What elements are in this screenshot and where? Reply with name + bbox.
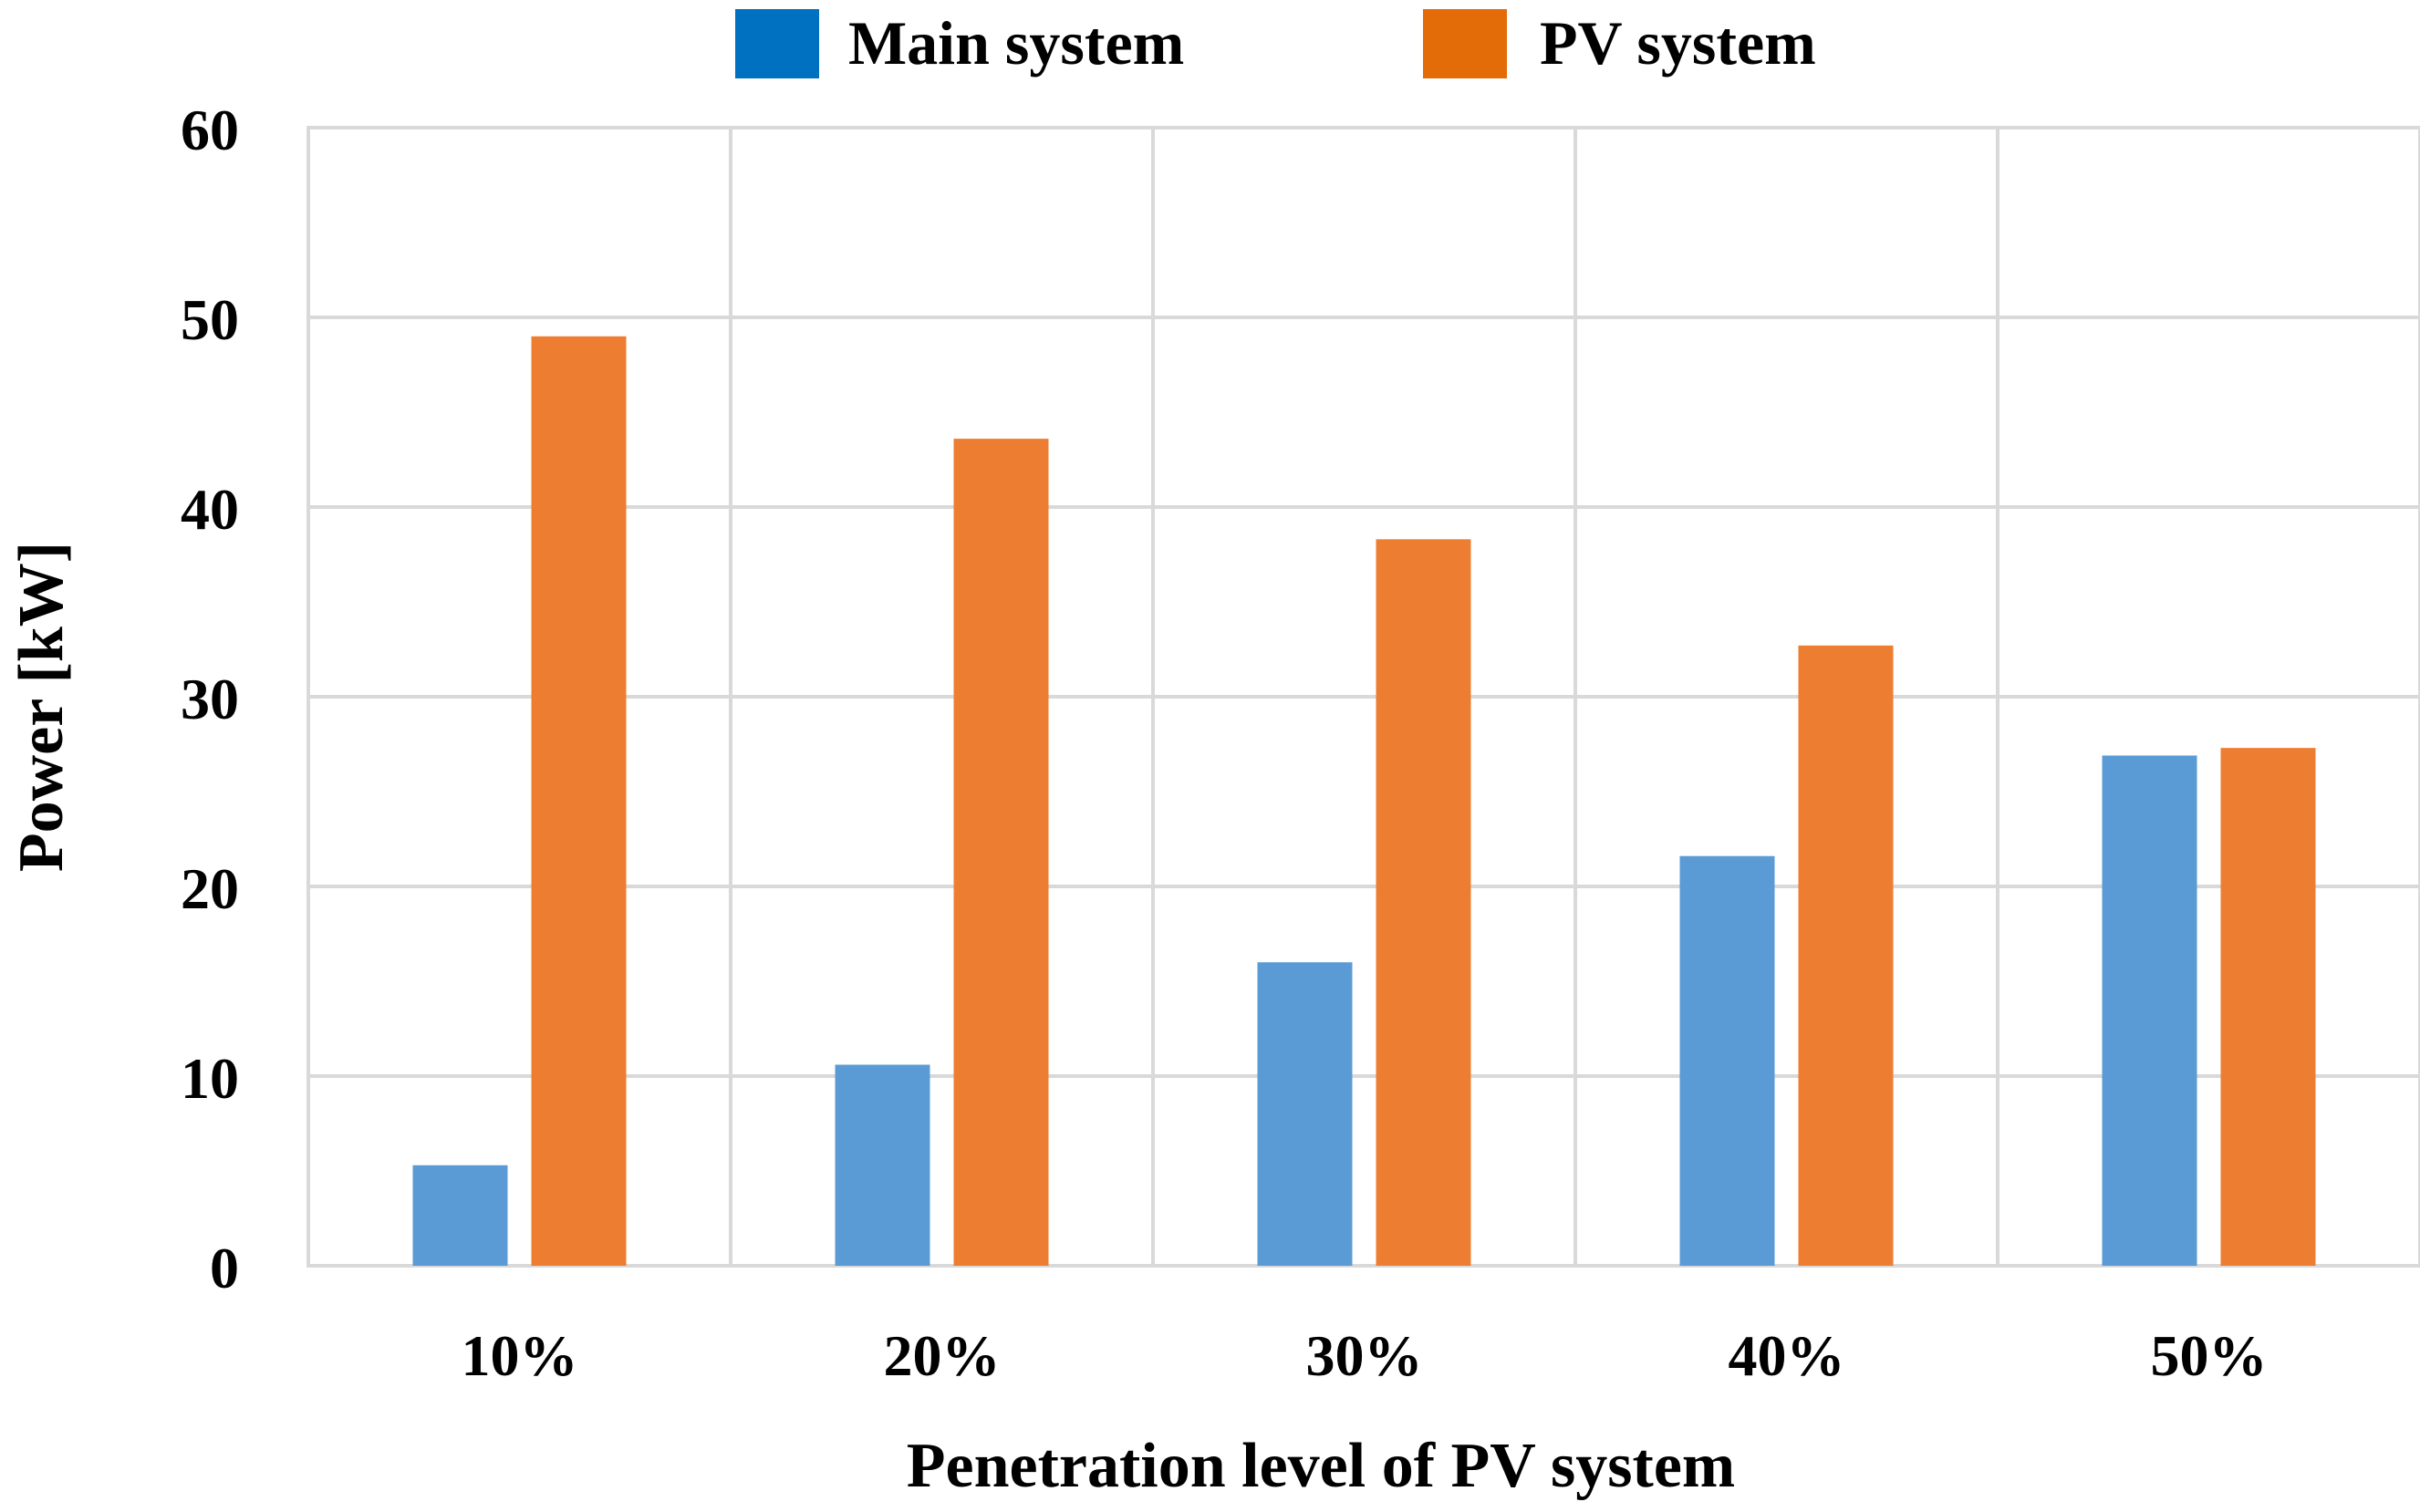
bar-pv-system-0	[531, 336, 627, 1266]
legend-swatch-main-system	[735, 9, 819, 78]
x-tick-label: 20%	[884, 1323, 1001, 1388]
x-tick-label: 30%	[1306, 1323, 1423, 1388]
legend-label-pv-system: PV system	[1540, 8, 1816, 78]
x-tick-label: 10%	[462, 1323, 578, 1388]
bar-pv-system-4	[2220, 748, 2316, 1266]
bar-main-system-2	[1257, 962, 1353, 1266]
x-tick-label: 50%	[2151, 1323, 2268, 1388]
bar-main-system-1	[835, 1064, 930, 1266]
y-tick-label: 40	[181, 477, 239, 542]
y-tick-label: 60	[181, 98, 239, 162]
bar-main-system-0	[412, 1165, 508, 1266]
bar-pv-system-3	[1798, 645, 1894, 1266]
y-tick-label: 0	[210, 1236, 239, 1300]
legend-label-main-system: Main system	[848, 8, 1184, 78]
y-tick-label: 20	[181, 856, 239, 921]
y-tick-label: 30	[181, 667, 239, 731]
x-axis-title: Penetration level of PV system	[907, 1431, 1735, 1501]
bars-layer	[412, 336, 2316, 1266]
x-tick-label: 40%	[1729, 1323, 1845, 1388]
legend-swatch-pv-system	[1423, 9, 1507, 78]
y-tick-label: 50	[181, 287, 239, 352]
bar-main-system-3	[1679, 855, 1775, 1266]
bar-pv-system-2	[1376, 539, 1471, 1266]
y-tick-label: 10	[181, 1046, 239, 1111]
grid-layer	[306, 126, 2420, 1268]
tick-labels-layer: 0 10 20 30 40 50 60 10% 20% 30% 40% 50%	[181, 98, 2268, 1388]
y-axis-title: Power [kW]	[6, 542, 77, 872]
legend: Main system PV system	[735, 8, 1816, 78]
bar-pv-system-1	[953, 439, 1049, 1266]
bar-main-system-4	[2102, 755, 2197, 1266]
